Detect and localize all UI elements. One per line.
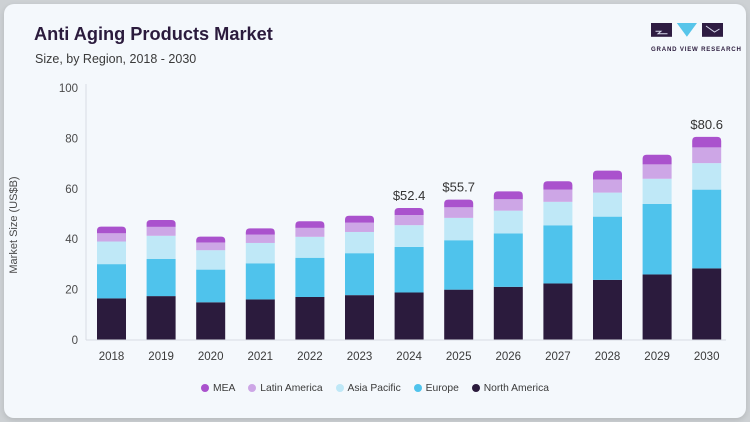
- svg-text:40: 40: [65, 234, 78, 246]
- svg-text:$80.6: $80.6: [690, 117, 723, 132]
- svg-text:2026: 2026: [496, 351, 522, 363]
- svg-text:20: 20: [65, 285, 78, 297]
- svg-text:80: 80: [65, 133, 78, 145]
- svg-text:$52.4: $52.4: [393, 188, 426, 203]
- svg-text:0: 0: [72, 335, 78, 347]
- svg-text:60: 60: [65, 184, 78, 196]
- svg-text:2027: 2027: [545, 351, 571, 363]
- svg-text:2021: 2021: [248, 351, 274, 363]
- svg-text:2028: 2028: [595, 351, 621, 363]
- svg-text:2030: 2030: [694, 351, 720, 363]
- svg-text:2019: 2019: [148, 351, 174, 363]
- svg-text:2029: 2029: [644, 351, 670, 363]
- svg-text:2024: 2024: [396, 351, 422, 363]
- svg-text:$55.7: $55.7: [442, 180, 475, 195]
- svg-text:2025: 2025: [446, 351, 472, 363]
- svg-text:2020: 2020: [198, 351, 224, 363]
- svg-text:2018: 2018: [99, 351, 125, 363]
- svg-text:2022: 2022: [297, 351, 323, 363]
- svg-text:100: 100: [59, 83, 78, 95]
- svg-text:2023: 2023: [347, 351, 373, 363]
